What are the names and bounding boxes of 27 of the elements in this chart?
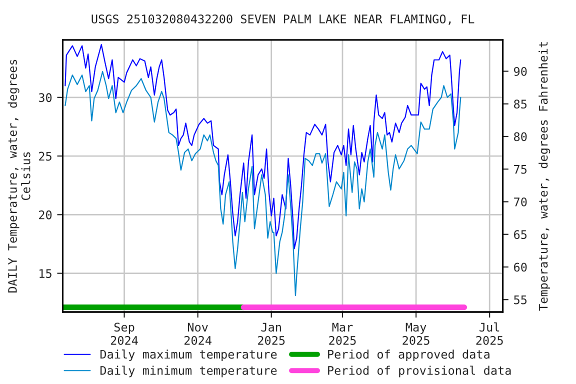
y2-tick-label: 55 — [514, 296, 527, 304]
line-series — [64, 71, 462, 296]
y2-tick-label: 65 — [514, 230, 527, 240]
legend-label: Period of provisional data — [328, 366, 511, 378]
line-series — [64, 44, 462, 250]
legend-label: Daily minimum temperature — [100, 366, 277, 378]
y2-tick-label: 90 — [514, 67, 527, 76]
y-tick-label: 15 — [40, 269, 52, 278]
x-tick-label: Jul 2025 — [476, 322, 503, 345]
legend-label: Daily maximum temperature — [100, 350, 277, 362]
y-tick-label: 20 — [39, 210, 52, 220]
legend-label: Period of approved data — [328, 350, 490, 362]
y-tick-label: 25 — [39, 152, 52, 161]
y2-axis-title: Temperature, water, degrees Fahrenheit — [538, 42, 550, 311]
x-tick-label: May 2025 — [402, 322, 430, 345]
y2-tick-label: 70 — [514, 197, 527, 206]
chart-title: USGS 251032080432200 SEVEN PALM LAKE NEAR FLAMINGO, FL — [92, 14, 474, 25]
x-tick-label: Jan 2025 — [258, 322, 285, 345]
y2-tick-label: 75 — [514, 165, 527, 174]
x-tick-label: Sep 2024 — [110, 322, 138, 345]
y-axis-title: DAILY Temperature, water, degrees Celsius — [8, 60, 30, 292]
y-tick-label: 30 — [38, 93, 52, 102]
y2-tick-label: 60 — [514, 262, 527, 272]
y2-tick-label: 80 — [514, 132, 527, 142]
y2-tick-label: 85 — [514, 100, 527, 109]
x-tick-label: Nov 2024 — [184, 322, 212, 345]
x-tick-label: Mar 2025 — [329, 322, 356, 345]
